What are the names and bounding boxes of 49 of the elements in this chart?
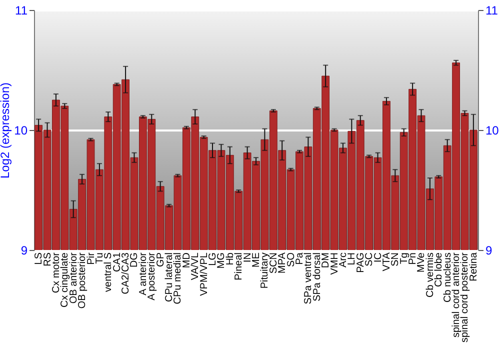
y-axis-title: Log2 (expression): [0, 82, 12, 179]
x-tick-label: Cb vermis: [424, 252, 436, 298]
y2-tick-label: 9: [486, 244, 492, 258]
x-tick-label: Hb: [224, 252, 236, 266]
x-tick-label: Tu: [94, 252, 106, 264]
x-tick-label: spinal cord posterior: [460, 252, 471, 343]
x-tick-label: A anterior: [138, 252, 149, 296]
x-tick-label: OB anterior: [68, 252, 80, 304]
x-tick-label: IC: [372, 252, 384, 262]
y-tick-label: 11: [15, 4, 28, 18]
x-tick-label: Cb lobe: [434, 252, 445, 287]
x-tick-label: LS: [34, 252, 45, 265]
x-tick-label: SCN: [268, 252, 280, 274]
x-tick-label: Tg: [398, 252, 410, 264]
x-tick-label: CA1: [112, 252, 123, 272]
x-tick-label: VMH: [329, 252, 340, 275]
y2-tick-label: 10: [486, 124, 500, 138]
x-tick-label: Retina: [468, 252, 480, 282]
x-tick-label: VTA: [381, 252, 392, 272]
x-tick-label: Cb nucleus: [442, 252, 454, 303]
x-tick-label: SN: [390, 252, 402, 266]
y-tick-label: 9: [20, 244, 28, 258]
x-tick-label: MVe: [416, 252, 428, 273]
x-tick-label: ventral S: [103, 252, 114, 292]
x-tick-label: SPa dorsal: [312, 252, 323, 302]
x-tick-label: Pa: [294, 252, 306, 265]
x-tick-label: RS: [42, 252, 54, 266]
x-tick-label: Cx cingulate: [60, 252, 71, 308]
x-tick-label: SO: [286, 252, 297, 267]
x-tick-label: Pir: [86, 252, 97, 265]
x-tick-label: OB posterior: [77, 252, 88, 309]
x-tick-label: Pituitary: [260, 252, 271, 289]
y2-tick-label: 11: [486, 4, 498, 18]
x-tick-label: IN: [242, 252, 254, 262]
x-tick-label: Arc: [338, 252, 349, 268]
x-tick-label: PAG: [355, 252, 366, 273]
x-tick-label: VPM/VPL: [198, 252, 210, 296]
x-tick-label: DG: [129, 252, 140, 268]
x-tick-label: DM: [320, 252, 332, 268]
x-tick-label: Pineal: [234, 252, 245, 280]
x-tick-label: LH: [346, 252, 358, 266]
x-tick-label: CPu medial: [172, 252, 184, 304]
x-tick-label: MPA: [277, 252, 288, 274]
x-tick-label: Cx motor: [50, 252, 62, 294]
x-tick-label: A posterior: [146, 252, 158, 300]
y-tick-label: 10: [14, 124, 28, 138]
x-tick-label: GP: [155, 252, 166, 267]
x-tick-label: SC: [364, 252, 376, 266]
x-tick-label: ME: [251, 252, 262, 268]
